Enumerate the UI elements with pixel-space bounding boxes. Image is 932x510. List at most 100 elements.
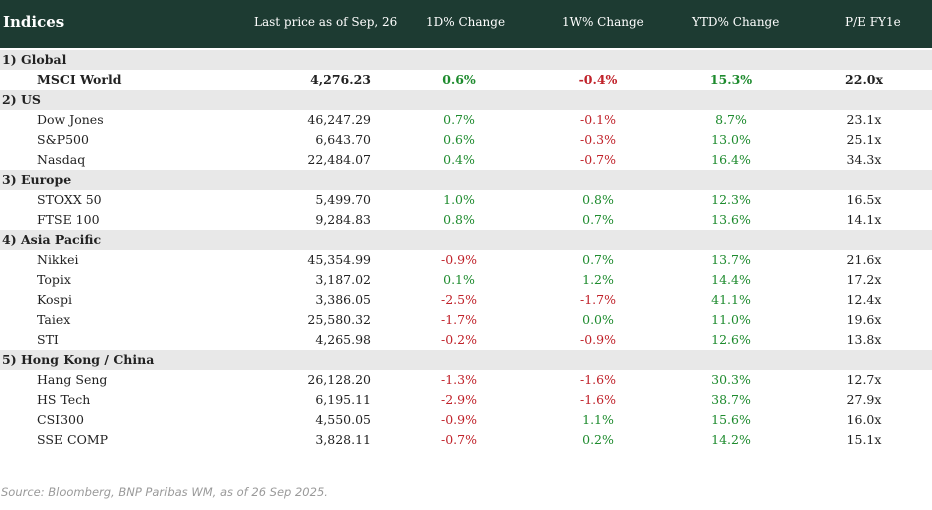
pe-ratio: 14.1x <box>846 212 882 227</box>
last-price: 22,484.07 <box>307 152 371 167</box>
index-name: CSI300 <box>37 412 84 427</box>
pe-ratio: 21.6x <box>846 252 882 267</box>
section-header: 3) Europe <box>0 170 932 190</box>
change-1d: -2.9% <box>441 392 477 407</box>
change-1d: -0.2% <box>441 332 477 347</box>
last-price: 5,499.70 <box>315 192 371 207</box>
change-1w: -0.7% <box>580 152 616 167</box>
header-ytd-change: YTD% Change <box>692 15 780 29</box>
index-name: MSCI World <box>37 72 122 87</box>
last-price: 4,550.05 <box>315 412 371 427</box>
table-row: Topix 3,187.02 0.1% 1.2% 14.4% 17.2x <box>0 270 932 290</box>
index-name: FTSE 100 <box>37 212 100 227</box>
last-price: 6,643.70 <box>315 132 371 147</box>
change-1d: -0.9% <box>441 412 477 427</box>
header-last-price: Last price as of Sep, 26 <box>254 15 398 29</box>
change-ytd: 41.1% <box>711 292 751 307</box>
table-row: Nikkei 45,354.99 -0.9% 0.7% 13.7% 21.6x <box>0 250 932 270</box>
pe-ratio: 12.7x <box>846 372 882 387</box>
table-row: MSCI World 4,276.23 0.6% -0.4% 15.3% 22.0x <box>0 70 932 90</box>
section-label: 1) Global <box>2 52 67 67</box>
last-price: 45,354.99 <box>307 252 371 267</box>
change-1d: 0.6% <box>443 132 475 147</box>
header-1w-change: 1W% Change <box>562 15 644 29</box>
change-1w: 0.0% <box>582 312 614 327</box>
pe-ratio: 25.1x <box>846 132 882 147</box>
index-name: STOXX 50 <box>37 192 102 207</box>
last-price: 25,580.32 <box>307 312 371 327</box>
section-header: 5) Hong Kong / China <box>0 350 932 370</box>
change-1w: -0.9% <box>580 332 616 347</box>
change-ytd: 13.0% <box>711 132 751 147</box>
source-note: Source: Bloomberg, BNP Paribas WM, as of… <box>1 485 328 499</box>
table-row: Dow Jones 46,247.29 0.7% -0.1% 8.7% 23.1x <box>0 110 932 130</box>
change-ytd: 15.6% <box>711 412 751 427</box>
table-row: HS Tech 6,195.11 -2.9% -1.6% 38.7% 27.9x <box>0 390 932 410</box>
pe-ratio: 16.5x <box>846 192 882 207</box>
index-name: Dow Jones <box>37 112 104 127</box>
index-name: Nasdaq <box>37 152 86 167</box>
change-ytd: 38.7% <box>711 392 751 407</box>
change-1d: -0.9% <box>441 252 477 267</box>
last-price: 4,265.98 <box>315 332 371 347</box>
change-1w: 1.2% <box>582 272 614 287</box>
section-label: 5) Hong Kong / China <box>2 352 155 367</box>
change-ytd: 12.6% <box>711 332 751 347</box>
index-name: STI <box>37 332 59 347</box>
table-row: CSI300 4,550.05 -0.9% 1.1% 15.6% 16.0x <box>0 410 932 430</box>
change-1d: 0.8% <box>443 212 475 227</box>
change-ytd: 30.3% <box>711 372 751 387</box>
last-price: 46,247.29 <box>307 112 371 127</box>
header-title: Indices <box>3 13 65 31</box>
change-1d: -1.3% <box>441 372 477 387</box>
change-ytd: 16.4% <box>711 152 751 167</box>
change-ytd: 12.3% <box>711 192 751 207</box>
table-header: Indices Last price as of Sep, 26 1D% Cha… <box>0 0 932 48</box>
section-label: 4) Asia Pacific <box>2 232 102 247</box>
section-header: 1) Global <box>0 50 932 70</box>
change-1w: 0.8% <box>582 192 614 207</box>
table-row: SSE COMP 3,828.11 -0.7% 0.2% 14.2% 15.1x <box>0 430 932 450</box>
last-price: 6,195.11 <box>315 392 371 407</box>
section-label: 3) Europe <box>2 172 72 187</box>
change-1w: -1.6% <box>580 372 616 387</box>
pe-ratio: 12.4x <box>846 292 882 307</box>
change-1d: 0.7% <box>443 112 475 127</box>
table-row: STI 4,265.98 -0.2% -0.9% 12.6% 13.8x <box>0 330 932 350</box>
pe-ratio: 22.0x <box>845 72 883 87</box>
table-row: STOXX 50 5,499.70 1.0% 0.8% 12.3% 16.5x <box>0 190 932 210</box>
index-name: SSE COMP <box>37 432 109 447</box>
section-label: 2) US <box>2 92 41 107</box>
section-header: 4) Asia Pacific <box>0 230 932 250</box>
change-ytd: 13.6% <box>711 212 751 227</box>
change-1w: -0.3% <box>580 132 616 147</box>
index-name: HS Tech <box>37 392 91 407</box>
change-1w: 0.7% <box>582 252 614 267</box>
last-price: 9,284.83 <box>315 212 371 227</box>
last-price: 4,276.23 <box>310 72 371 87</box>
change-1d: 0.6% <box>442 72 476 87</box>
index-name: Topix <box>37 272 71 287</box>
pe-ratio: 34.3x <box>846 152 882 167</box>
change-1d: 0.4% <box>443 152 475 167</box>
table-row: S&P500 6,643.70 0.6% -0.3% 13.0% 25.1x <box>0 130 932 150</box>
change-ytd: 14.2% <box>711 432 751 447</box>
pe-ratio: 15.1x <box>846 432 882 447</box>
table-row: FTSE 100 9,284.83 0.8% 0.7% 13.6% 14.1x <box>0 210 932 230</box>
change-1d: -1.7% <box>441 312 477 327</box>
index-name: S&P500 <box>37 132 89 147</box>
pe-ratio: 23.1x <box>846 112 882 127</box>
change-1w: 0.2% <box>582 432 614 447</box>
change-ytd: 15.3% <box>709 72 753 87</box>
last-price: 3,828.11 <box>315 432 371 447</box>
table-row: Hang Seng 26,128.20 -1.3% -1.6% 30.3% 12.7x <box>0 370 932 390</box>
change-ytd: 13.7% <box>711 252 751 267</box>
last-price: 3,386.05 <box>315 292 371 307</box>
change-1d: 1.0% <box>443 192 475 207</box>
change-1d: 0.1% <box>443 272 475 287</box>
change-ytd: 8.7% <box>715 112 747 127</box>
pe-ratio: 17.2x <box>846 272 882 287</box>
last-price: 26,128.20 <box>307 372 371 387</box>
pe-ratio: 13.8x <box>846 332 882 347</box>
